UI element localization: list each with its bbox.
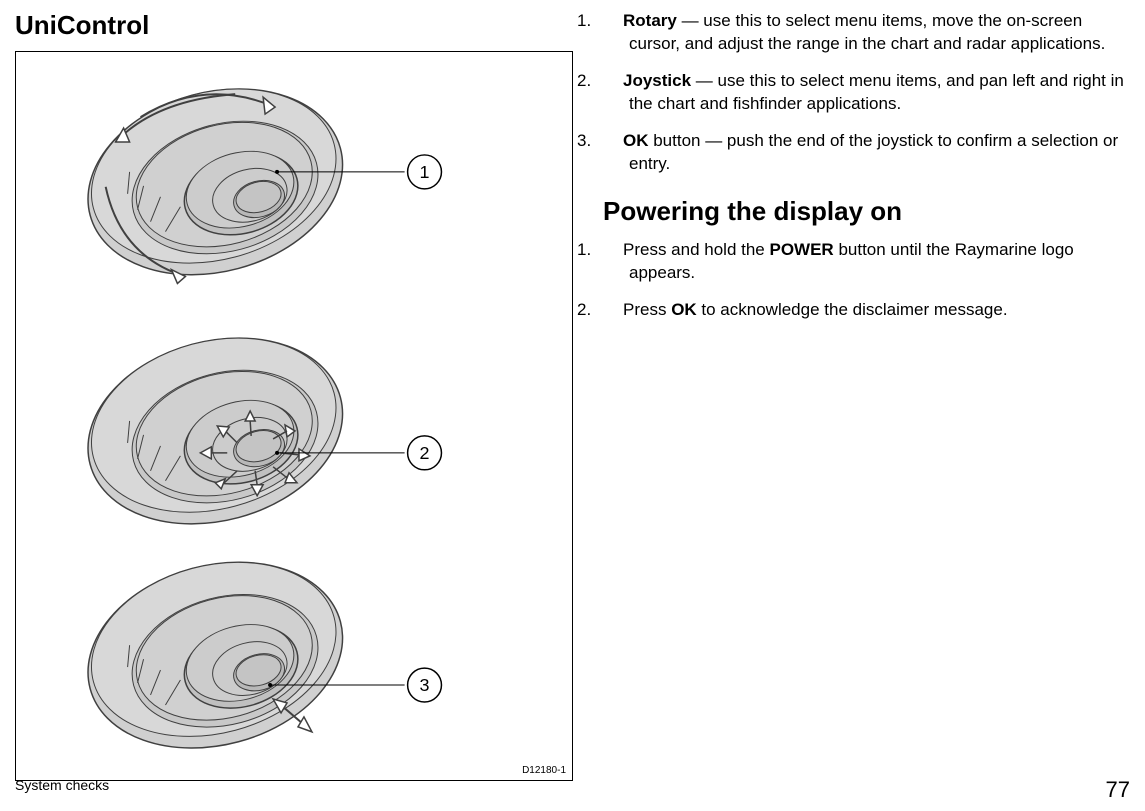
unicontrol-diagram: 1 [15, 51, 573, 781]
diagram-id-label: D12180-1 [522, 765, 566, 776]
list-item: 2.Joystick — use this to select menu ite… [603, 70, 1130, 116]
svg-text:2: 2 [420, 443, 430, 463]
powering-list: 1.Press and hold the POWER button until … [603, 239, 1130, 322]
diagram-svg: 1 [16, 52, 572, 780]
page-container: UniControl [15, 10, 1130, 781]
svg-text:3: 3 [420, 675, 430, 695]
page-number: 77 [1106, 777, 1130, 803]
left-column: UniControl [15, 10, 573, 781]
unicontrol-heading: UniControl [15, 10, 573, 41]
list-item: 2.Press OK to acknowledge the disclaimer… [603, 299, 1130, 322]
svg-text:1: 1 [420, 162, 430, 182]
right-column: 1.Rotary — use this to select menu items… [603, 10, 1130, 781]
footer-left-text: System checks [15, 777, 109, 803]
list-item: 1.Rotary — use this to select menu items… [603, 10, 1130, 56]
list-item: 1.Press and hold the POWER button until … [603, 239, 1130, 285]
page-footer: System checks 77 [15, 777, 1130, 803]
powering-heading: Powering the display on [603, 196, 1130, 227]
list-item: 3.OK button — push the end of the joysti… [603, 130, 1130, 176]
description-list: 1.Rotary — use this to select menu items… [603, 10, 1130, 176]
